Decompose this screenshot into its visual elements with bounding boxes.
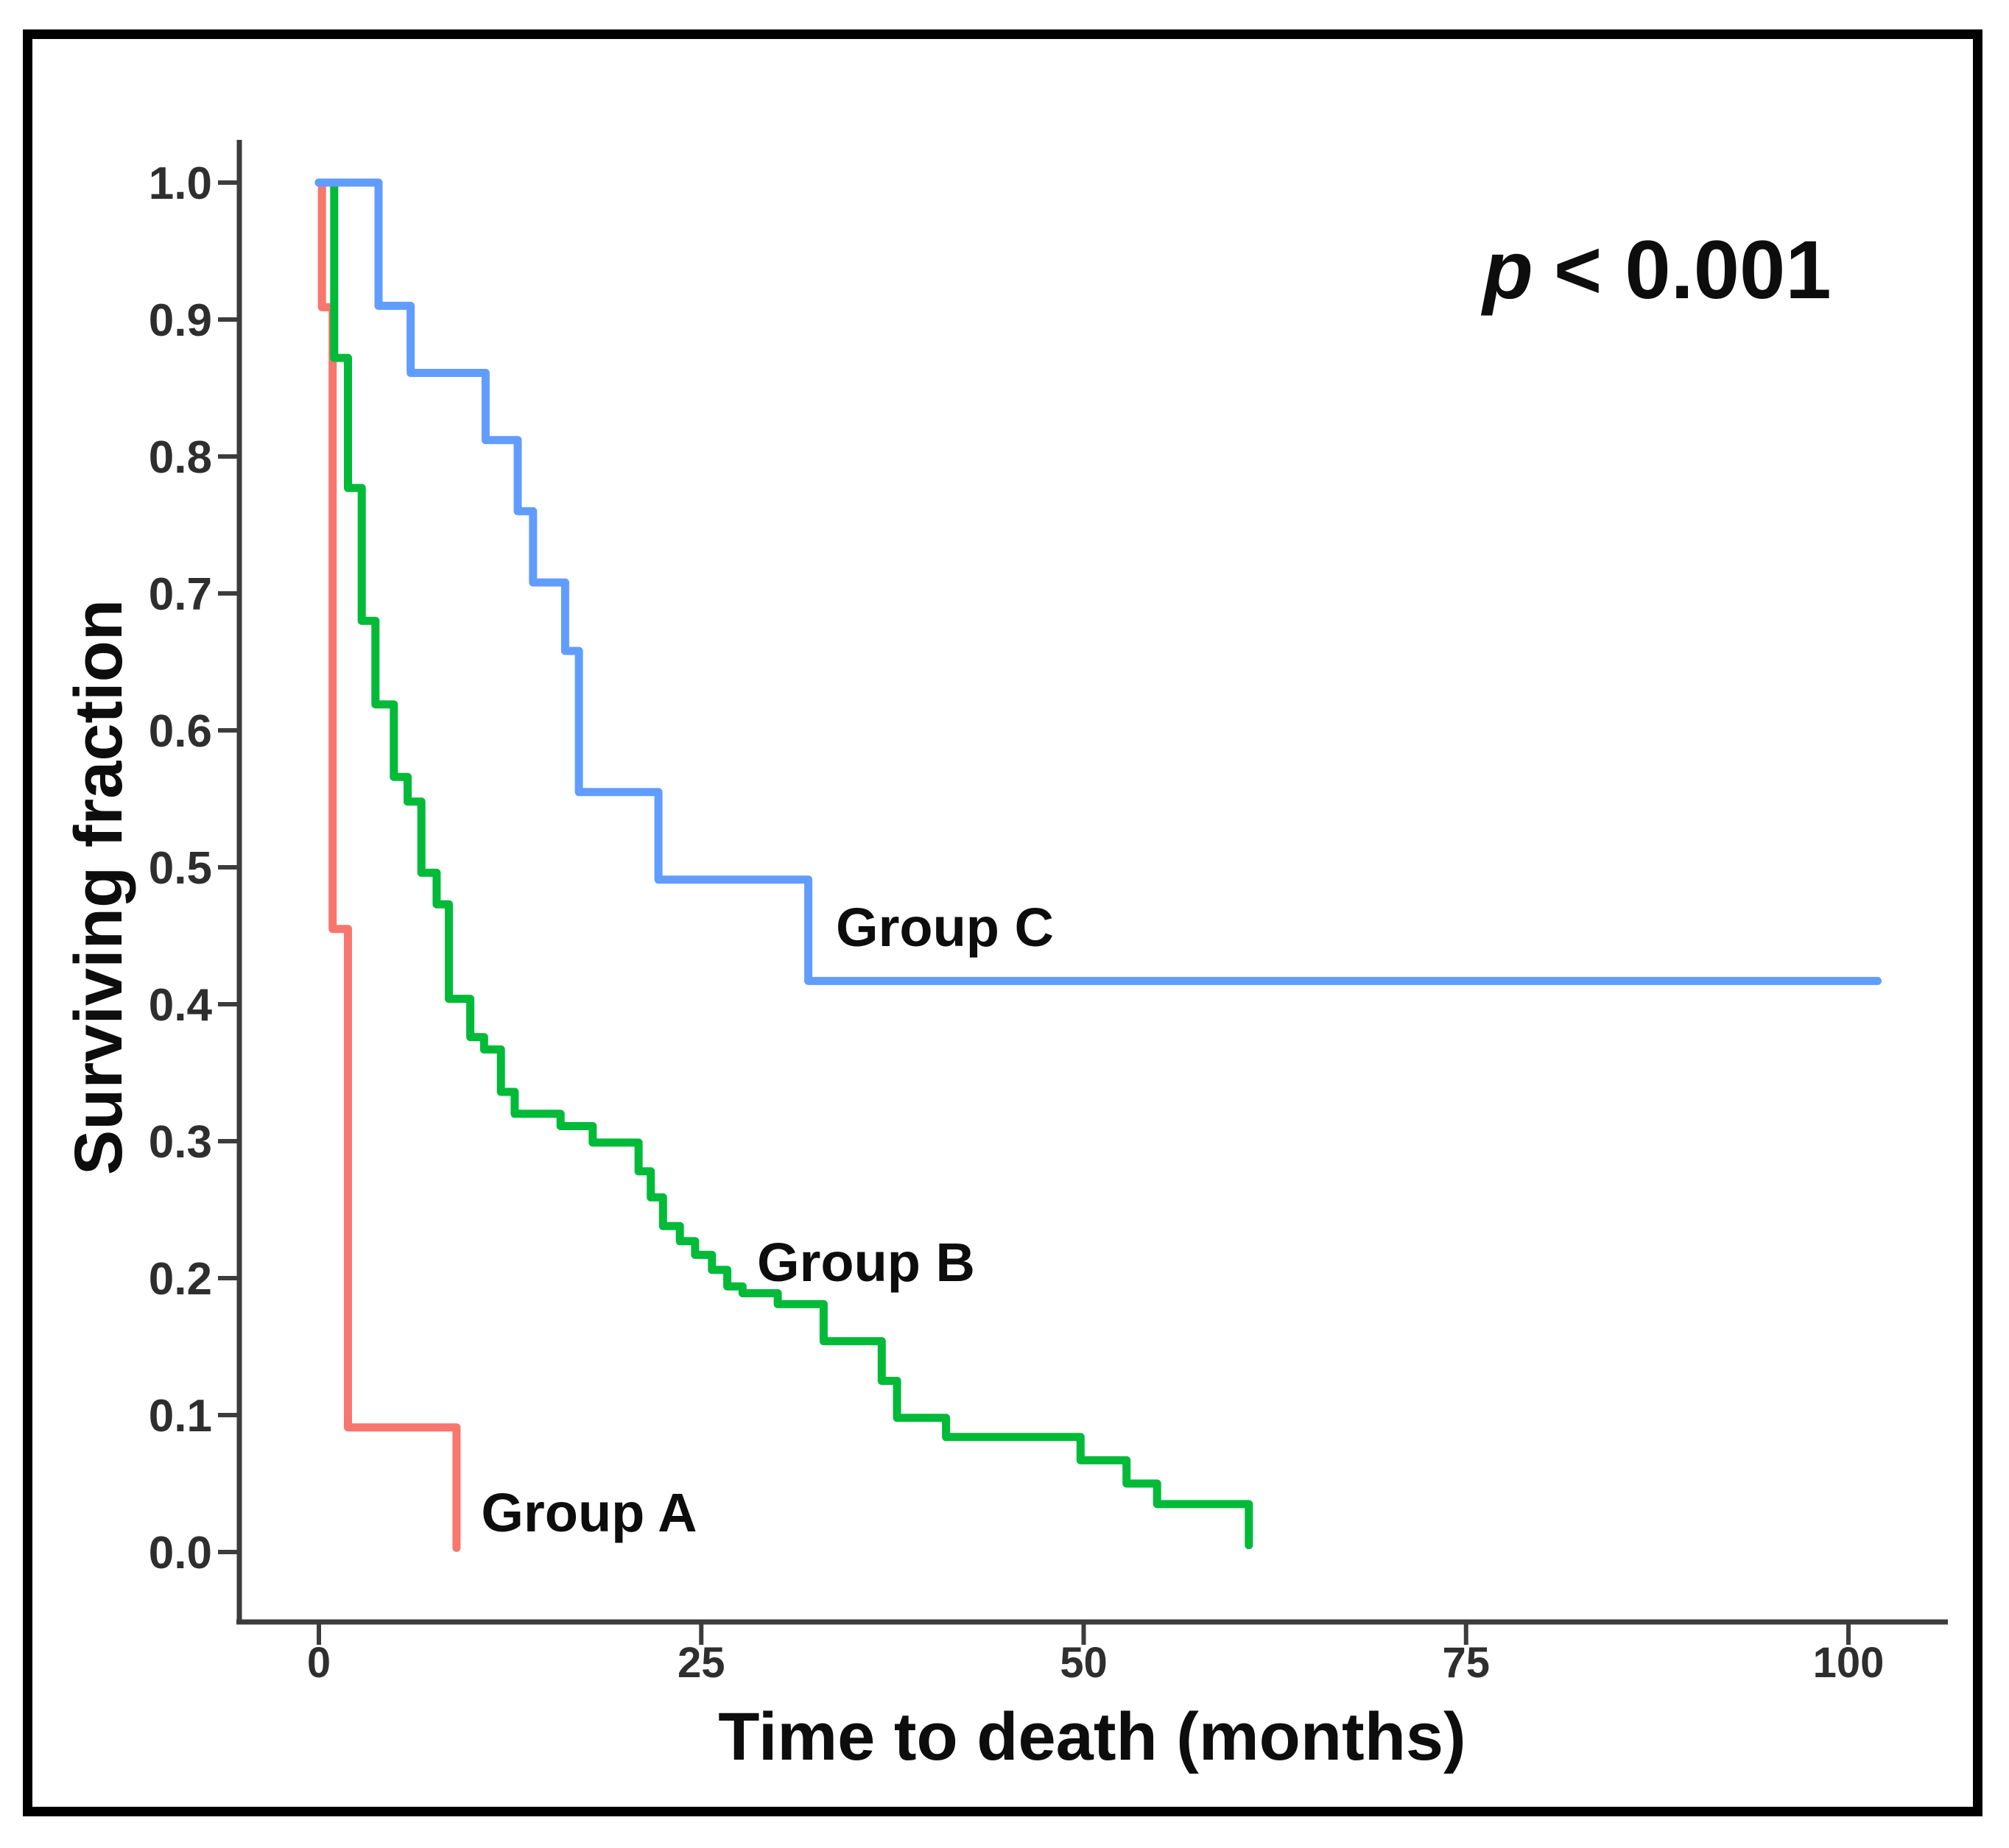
x-tick-label: 0 [307,1639,331,1687]
y-tick-label: 0.2 [149,1254,212,1305]
y-tick-label: 0.7 [149,569,212,620]
x-tick-label: 75 [1442,1639,1490,1687]
y-tick-label: 0.8 [149,432,212,483]
y-axis-title: Surviving fraction [61,599,136,1175]
figure-frame [23,29,1982,1816]
y-tick-label: 0.3 [149,1117,212,1168]
y-tick-label: 0.9 [149,295,212,346]
curve-group-c [314,178,1882,985]
curve-group-b [314,178,1253,1550]
curve-group-a [314,178,461,1552]
y-tick-label: 1.0 [149,158,212,209]
y-tick-label: 0.0 [149,1528,212,1579]
p-value-text: < 0.001 [1554,224,1832,316]
x-axis-title: Time to death (months) [718,1699,1466,1774]
group-a-label: Group A [481,1482,697,1543]
p-value-annotation: p < 0.001 [1480,224,1831,316]
group-b-label: Group B [757,1232,975,1293]
y-tick-label: 0.1 [149,1391,212,1442]
x-tick-label: 100 [1813,1639,1885,1687]
p-value-variable: p [1480,224,1533,316]
group-c-label: Group C [836,897,1054,958]
y-tick-label: 0.5 [149,843,212,894]
axes: 0 25 50 75 100 0.0 0.1 0.2 0.3 0.4 0.5 0.6 0.7 0.8 0.9… [149,140,1948,1687]
survival-curves [314,178,1882,1552]
y-tick-label: 0.4 [149,980,213,1031]
x-tick-label: 25 [678,1639,725,1687]
x-tick-label: 50 [1060,1639,1108,1687]
y-tick-label: 0.6 [149,706,212,757]
